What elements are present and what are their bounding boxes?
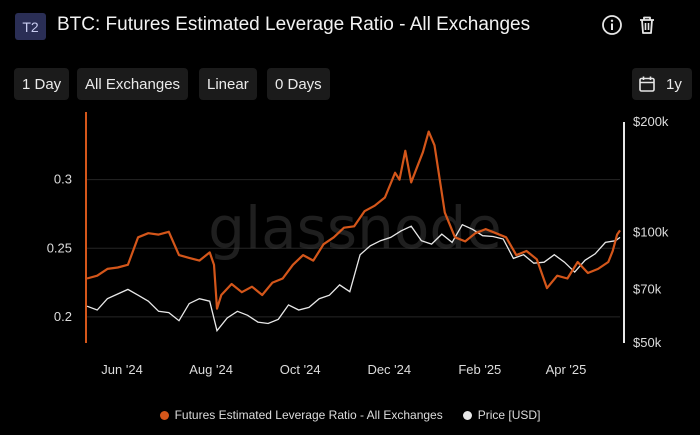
exchange-select[interactable]: All Exchanges [77,68,189,100]
scale-select[interactable]: Linear [199,68,257,100]
chart-title: BTC: Futures Estimated Leverage Ratio - … [57,14,531,35]
legend-dot-price [462,410,472,420]
x-tick-label: Feb '25 [458,362,501,377]
chart-header: T2 BTC: Futures Estimated Leverage Ratio… [0,0,700,52]
right-tick-label: $200k [633,114,669,129]
info-icon[interactable] [601,14,623,36]
x-axis-ticks: Jun '24 Aug '24 Oct '24 Dec '24 Feb '25 Apr '… [101,362,586,377]
calendar-icon [639,76,655,92]
left-tick-label: 0.2 [54,309,72,324]
x-tick-label: Oct '24 [280,362,321,377]
chart-legend: Futures Estimated Leverage Ratio - All E… [0,403,700,427]
date-range-label: 1y [666,75,682,93]
leverage-series-line [86,130,621,310]
chart-area[interactable]: glassnode 0.2 0.25 0.3 $50k $70k $100k $200k … [0,110,700,390]
left-tick-label: 0.3 [54,172,72,187]
left-axis-ticks: 0.2 0.25 0.3 [47,172,72,324]
legend-item-price[interactable]: Price [USD] [462,408,541,422]
right-tick-label: $70k [633,281,662,296]
chart-toolbar: 1 Day All Exchanges Linear 0 Days 1y [0,68,700,100]
x-tick-label: Apr '25 [546,362,587,377]
x-tick-label: Jun '24 [101,362,143,377]
right-axis-ticks: $50k $70k $100k $200k [633,114,669,350]
left-tick-label: 0.25 [47,240,72,255]
trash-icon[interactable] [636,14,658,36]
leverage-price-chart[interactable]: glassnode 0.20.250.3 $50k$70k$100k$200k … [0,110,700,390]
legend-label-price: Price [USD] [477,408,541,422]
legend-label-leverage: Futures Estimated Leverage Ratio - All E… [174,408,443,422]
resolution-select[interactable]: 1 Day [14,68,70,100]
legend-item-leverage[interactable]: Futures Estimated Leverage Ratio - All E… [159,408,443,422]
right-tick-label: $100k [633,225,669,240]
tier-badge: T2 [15,13,46,40]
legend-dot-leverage [159,410,169,420]
date-range-select[interactable]: 1y [632,68,692,100]
x-tick-label: Dec '24 [367,362,411,377]
moving-average-select[interactable]: 0 Days [267,68,330,100]
price-series-line [86,223,621,333]
x-tick-label: Aug '24 [189,362,233,377]
watermark: glassnode [208,194,502,262]
right-tick-label: $50k [633,335,662,350]
